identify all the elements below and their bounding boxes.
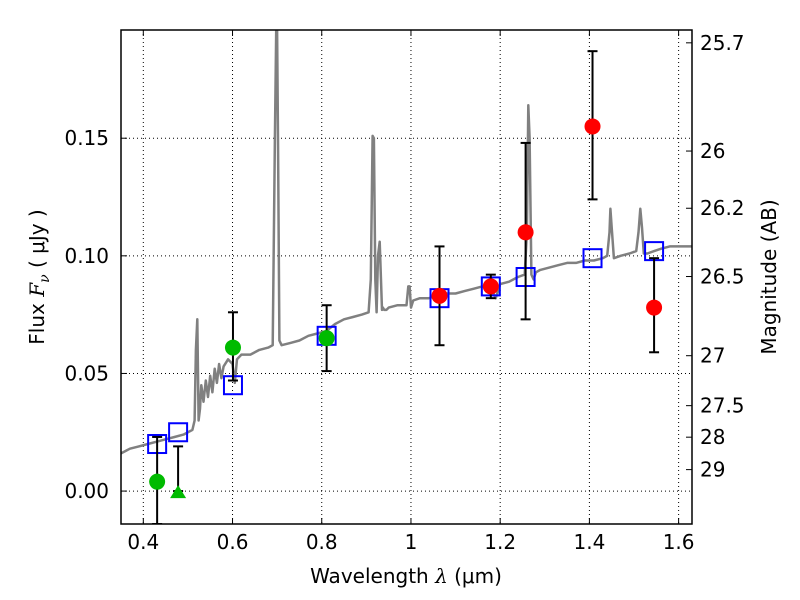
x-tick-label: 0.8 (306, 530, 338, 554)
model-photometry-square (168, 422, 189, 443)
y-right-tick-label: 26.5 (700, 265, 745, 289)
nir-data-point (482, 278, 499, 295)
x-axis-title: Wavelength λ (μm) (310, 564, 502, 588)
x-tick-label: 0.6 (217, 530, 249, 554)
model-photometry-square (582, 248, 603, 269)
y-right-tick-label: 28 (700, 425, 725, 449)
x-tick-label: 1 (405, 530, 418, 554)
nir-data-point (517, 224, 534, 241)
x-tick-label: 1.4 (573, 530, 605, 554)
y-right-tick-label: 29 (700, 458, 725, 482)
y-tick-label: 0.05 (64, 361, 109, 385)
grid-lines (121, 30, 692, 524)
optical-data-point (318, 330, 335, 347)
spectrum-line (121, 30, 692, 455)
y-right-tick-label: 25.7 (700, 31, 745, 55)
y-tick-label: 0.00 (64, 479, 109, 503)
y-right-axis-title: Magnitude (AB) (757, 199, 781, 354)
y-tick-label: 0.10 (64, 244, 109, 268)
y-tick-label: 0.15 (64, 126, 109, 150)
x-tick-label: 0.4 (127, 530, 159, 554)
y-right-tick-label: 26.2 (700, 196, 745, 220)
x-tick-label: 1.2 (484, 530, 516, 554)
y-right-tick-label: 27 (700, 344, 725, 368)
y-axis-title: Flux Fν ( μJy ) (25, 209, 53, 344)
x-tick-label: 1.6 (663, 530, 695, 554)
nir-data-point (584, 118, 601, 135)
y-right-tick-label: 26 (700, 139, 725, 163)
y-right-tick-label: 27.5 (700, 394, 745, 418)
optical-data-point (149, 473, 166, 490)
upper-limit-triangle (170, 485, 187, 499)
nir-data-point (646, 299, 663, 316)
plot-frame (120, 29, 693, 525)
optical-data-point (224, 339, 241, 356)
nir-data-point (431, 287, 448, 304)
series-layer (121, 30, 692, 524)
ticks: 0.4 0.6 0.8 1 1.2 1.4 1.6 0.00 0.05 0.10 0.15 25.7 2… (64, 30, 745, 554)
